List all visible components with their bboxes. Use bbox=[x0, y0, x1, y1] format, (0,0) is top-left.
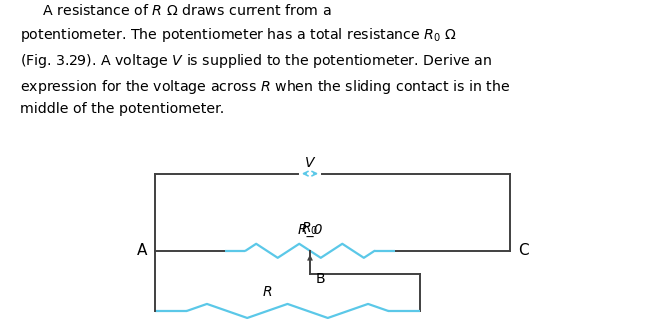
Text: $R$: $R$ bbox=[263, 285, 272, 299]
Text: C: C bbox=[518, 243, 528, 258]
Text: V: V bbox=[306, 156, 315, 169]
Text: A: A bbox=[136, 243, 147, 258]
Text: A resistance of $R$ $\Omega$ draws current from a
potentiometer. The potentiomet: A resistance of $R$ $\Omega$ draws curre… bbox=[20, 3, 510, 116]
Text: B: B bbox=[316, 272, 326, 286]
Text: $R_0$: $R_0$ bbox=[302, 220, 318, 237]
Text: R_0: R_0 bbox=[297, 223, 323, 237]
